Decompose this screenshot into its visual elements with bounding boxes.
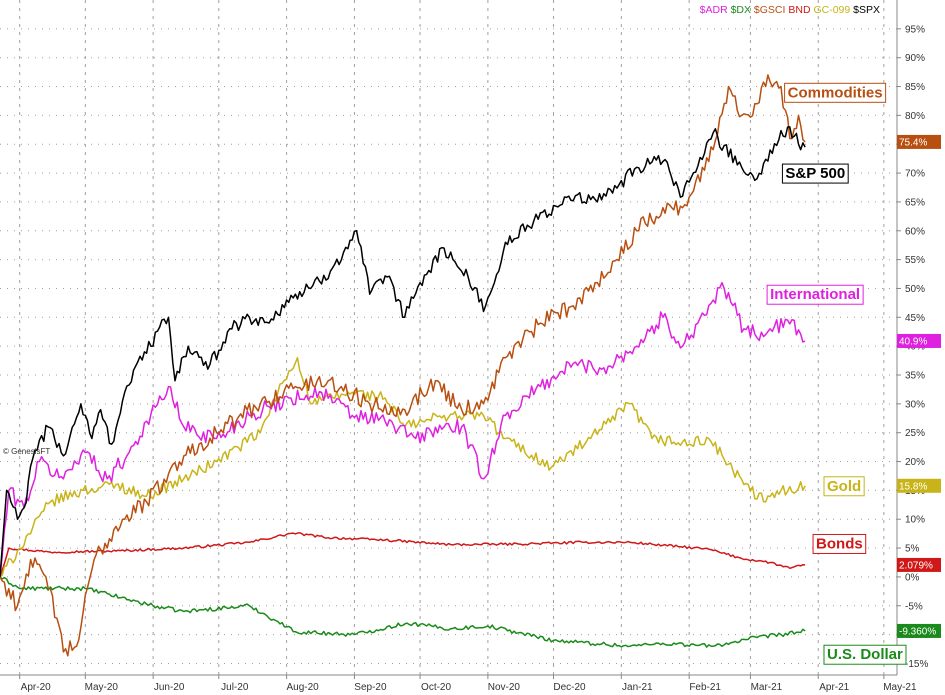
series-line-spx [0,126,806,577]
badge-background [897,478,941,493]
y-tick-label: 0% [905,572,920,583]
callout-gold: Gold [823,476,865,497]
callout-box [812,533,867,554]
credit-label: © GenesisFT [3,447,50,456]
legend-entry-gsci: $GSCI [751,4,785,16]
x-tick-label: Nov-20 [488,682,521,693]
badge-text: 75.4% [899,137,927,148]
badge-text: 40.9% [899,336,927,347]
last-value-adr: 40.9% [897,333,941,348]
x-tick-label: Jun-20 [154,682,185,693]
callout-box [781,163,849,184]
badge-background [897,557,941,572]
callout-box [784,82,887,103]
series-callouts: S&P 500 Commodities International Gold Bonds… [766,82,907,665]
callout-text: Gold [827,478,861,495]
callout-text: International [770,286,860,303]
last-value-badges: 75.4% 40.9% 15.8% 2.079% -9.360% [897,134,941,638]
x-tick-label: Jul-20 [221,682,249,693]
y-tick-label: 20% [905,457,925,468]
y-tick-label: 60% [905,226,925,237]
callout-commodities: Commodities [784,82,887,103]
callout-text: Bonds [816,535,863,552]
last-value-gsci: 75.4% [897,134,941,149]
badge-text: 2.079% [899,560,933,571]
callout-bonds: Bonds [812,533,867,554]
callout-box [823,644,907,665]
badge-background [897,333,941,348]
y-tick-label: 95% [905,24,925,35]
x-tick-label: Jan-21 [622,682,653,693]
callout-s-p-500: S&P 500 [781,163,849,184]
y-tick-label: 25% [905,428,925,439]
legend-entry-gc-099: GC-099 [811,4,851,16]
x-tick-label: Sep-20 [354,682,387,693]
y-tick-label: 45% [905,313,925,324]
y-tick-label: 5% [905,544,920,555]
last-value-bnd: 2.079% [897,557,941,572]
y-tick-label: 10% [905,515,925,526]
series-line-gsci [0,74,806,657]
legend-entry-dx: $DX [728,4,751,16]
y-tick-label: 55% [905,255,925,266]
series-line-gc-099 [0,356,806,578]
y-tick-label: 65% [905,197,925,208]
badge-text: -9.360% [899,626,936,637]
x-tick-label: Dec-20 [553,682,586,693]
callout-box [766,284,864,305]
last-value-gc-099: 15.8% [897,478,941,493]
x-tick-label: Feb-21 [689,682,721,693]
x-tick-label: Mar-21 [751,682,783,693]
callout-box [823,476,865,497]
y-tick-label: -15% [905,659,928,670]
series-line-bnd [0,532,806,578]
y-tick-label: 35% [905,371,925,382]
y-tick-label: 70% [905,169,925,180]
y-tick-label: 90% [905,53,925,64]
last-value-dx: -9.360% [897,623,941,638]
x-tick-label: Aug-20 [286,682,319,693]
callout-text: Commodities [788,84,883,101]
x-tick-label: May-20 [85,682,119,693]
y-tick-label: 30% [905,399,925,410]
badge-background [897,134,941,149]
callout-u-s-dollar: U.S. Dollar [823,644,907,665]
callout-text: S&P 500 [785,165,845,182]
badge-background [897,623,941,638]
series-line-adr [0,281,806,577]
x-tick-label: May-21 [883,682,917,693]
legend-entry-spx: $SPX [850,4,880,16]
x-axis-ticks: Apr-20 May-20 Jun-20 Jul-20 Aug-20 Sep-20 Oct-… [19,675,917,693]
x-tick-label: Oct-20 [421,682,451,693]
badge-text: 15.8% [899,481,927,492]
series-lines [0,74,806,657]
y-tick-label: -5% [905,601,923,612]
callout-text: U.S. Dollar [827,646,903,663]
x-tick-label: Apr-21 [819,682,849,693]
legend: $ADR $DX $GSCI BND GC-099 $SPX [700,4,880,16]
grid [0,0,897,675]
legend-entry-adr: $ADR [700,4,728,16]
y-tick-label: 50% [905,284,925,295]
series-line-dx [0,576,806,648]
legend-entry-bnd: BND [785,4,811,16]
x-tick-label: Apr-20 [21,682,51,693]
y-tick-label: 80% [905,111,925,122]
callout-international: International [766,284,864,305]
y-tick-label: 85% [905,82,925,93]
